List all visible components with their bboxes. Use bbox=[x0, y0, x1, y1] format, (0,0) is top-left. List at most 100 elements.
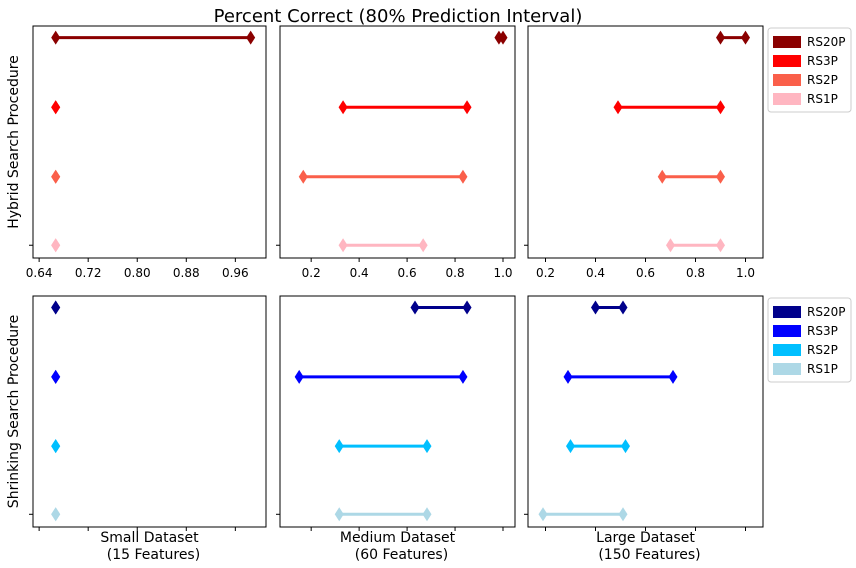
interval-high-marker bbox=[246, 30, 256, 45]
legend-swatch bbox=[773, 325, 801, 337]
interval-rs3p bbox=[563, 369, 678, 384]
legend-swatch bbox=[773, 55, 801, 67]
legend-label: RS2P bbox=[807, 73, 838, 87]
x-tick-label: 0.4 bbox=[350, 266, 369, 280]
interval-low-marker bbox=[591, 300, 600, 315]
legend-entry-rs2p: RS2P bbox=[773, 73, 838, 87]
interval-low-marker bbox=[563, 369, 573, 384]
interval-high-marker bbox=[422, 507, 432, 522]
x-tick-label: 0.2 bbox=[536, 266, 555, 280]
legend-entry-rs3p: RS3P bbox=[773, 54, 838, 68]
column-label-0: Small Dataset (15 Features) bbox=[100, 530, 200, 563]
legend-label: RS20P bbox=[807, 305, 845, 319]
panel-r1-c1 bbox=[276, 295, 516, 531]
legend-swatch bbox=[773, 36, 801, 48]
x-tick-label: 0.8 bbox=[446, 266, 465, 280]
interval-high-marker bbox=[462, 100, 472, 115]
interval-high-marker bbox=[51, 238, 61, 253]
legend-swatch bbox=[773, 93, 801, 105]
row-label-1: Shrinking Search Procedure bbox=[6, 315, 22, 508]
interval-low-marker bbox=[294, 369, 304, 384]
panel-frame bbox=[279, 25, 516, 259]
interval-low-marker bbox=[716, 30, 725, 45]
legend-0: RS20P RS3P RS2P RS1P bbox=[767, 27, 852, 113]
legend-swatch bbox=[773, 344, 801, 356]
column-label-line: (60 Features) bbox=[355, 547, 448, 563]
legend-frame bbox=[767, 297, 852, 383]
interval-rs3p bbox=[51, 369, 61, 384]
interval-high-marker bbox=[422, 439, 432, 454]
interval-low-marker bbox=[666, 238, 675, 253]
interval-rs2p bbox=[334, 439, 432, 454]
x-tick-label: 1.0 bbox=[493, 266, 512, 280]
interval-rs2p bbox=[657, 169, 725, 184]
panels: 0.64 0.72 0.80 0.88 0.96 0.2 0.4 0.6 0.8 1.0 0.2 0.… bbox=[26, 25, 764, 531]
x-tick-label: 0.8 bbox=[686, 266, 705, 280]
x-tick-label: 0.64 bbox=[26, 266, 53, 280]
legend-1: RS20P RS3P RS2P RS1P bbox=[767, 297, 852, 383]
interval-low-marker bbox=[657, 169, 667, 184]
interval-low-marker bbox=[538, 507, 548, 522]
panel-r1-c0 bbox=[29, 295, 267, 531]
interval-high-marker bbox=[741, 30, 750, 45]
interval-rs20p bbox=[51, 300, 61, 315]
panel-r0-c1: 0.2 0.4 0.6 0.8 1.0 bbox=[276, 25, 516, 280]
interval-high-marker bbox=[618, 300, 628, 315]
interval-rs3p bbox=[51, 100, 61, 115]
interval-rs20p bbox=[591, 300, 628, 315]
interval-high-marker bbox=[51, 100, 61, 115]
panel-r0-c0: 0.64 0.72 0.80 0.88 0.96 bbox=[26, 25, 267, 280]
legend-label: RS3P bbox=[807, 324, 838, 338]
interval-rs20p bbox=[494, 30, 508, 45]
interval-high-marker bbox=[716, 169, 725, 184]
legend-swatch bbox=[773, 306, 801, 318]
x-tick-label: 0.80 bbox=[124, 266, 151, 280]
interval-rs3p bbox=[613, 100, 725, 115]
legend-swatch bbox=[773, 363, 801, 375]
legends: RS20P RS3P RS2P RS1P RS20P RS3P RS2P RS1P bbox=[767, 27, 852, 383]
interval-rs1p bbox=[666, 238, 725, 253]
interval-high-marker bbox=[498, 30, 508, 45]
interval-high-marker bbox=[418, 238, 428, 253]
interval-high-marker bbox=[51, 439, 61, 454]
legend-entry-rs2p: RS2P bbox=[773, 343, 838, 357]
column-label-line: Medium Dataset bbox=[340, 530, 456, 546]
interval-low-marker bbox=[334, 439, 344, 454]
x-tick-label: 0.2 bbox=[302, 266, 321, 280]
row-label-0: Hybrid Search Procedure bbox=[6, 55, 22, 229]
column-label-1: Medium Dataset (60 Features) bbox=[340, 530, 456, 563]
interval-low-marker bbox=[338, 100, 348, 115]
legend-entry-rs20p: RS20P bbox=[773, 305, 845, 319]
interval-high-marker bbox=[618, 507, 628, 522]
interval-low-marker bbox=[334, 507, 344, 522]
interval-low-marker bbox=[613, 100, 623, 115]
interval-high-marker bbox=[668, 369, 678, 384]
interval-low-marker bbox=[51, 30, 61, 45]
interval-rs20p bbox=[410, 300, 472, 315]
interval-high-marker bbox=[51, 369, 61, 384]
interval-low-marker bbox=[566, 439, 575, 454]
legend-entry-rs1p: RS1P bbox=[773, 92, 838, 106]
interval-rs3p bbox=[294, 369, 468, 384]
interval-rs2p bbox=[51, 439, 61, 454]
legend-entry-rs1p: RS1P bbox=[773, 362, 838, 376]
interval-high-marker bbox=[51, 300, 61, 315]
panel-frame bbox=[279, 295, 516, 528]
column-label-line: (15 Features) bbox=[107, 547, 200, 563]
legend-label: RS1P bbox=[807, 362, 838, 376]
panel-frame bbox=[32, 295, 267, 528]
interval-high-marker bbox=[51, 507, 61, 522]
panel-r0-c2: 0.2 0.4 0.6 0.8 1.0 bbox=[524, 25, 764, 280]
interval-high-marker bbox=[621, 439, 630, 454]
x-tick-label: 0.88 bbox=[173, 266, 200, 280]
legend-swatch bbox=[773, 74, 801, 86]
column-label-line: Small Dataset bbox=[100, 530, 199, 546]
interval-rs1p bbox=[338, 238, 428, 253]
interval-rs20p bbox=[51, 30, 256, 45]
legend-entry-rs20p: RS20P bbox=[773, 35, 845, 49]
panel-frame bbox=[527, 295, 764, 528]
interval-rs3p bbox=[338, 100, 472, 115]
legend-label: RS1P bbox=[807, 92, 838, 106]
x-tick-label: 0.6 bbox=[398, 266, 417, 280]
